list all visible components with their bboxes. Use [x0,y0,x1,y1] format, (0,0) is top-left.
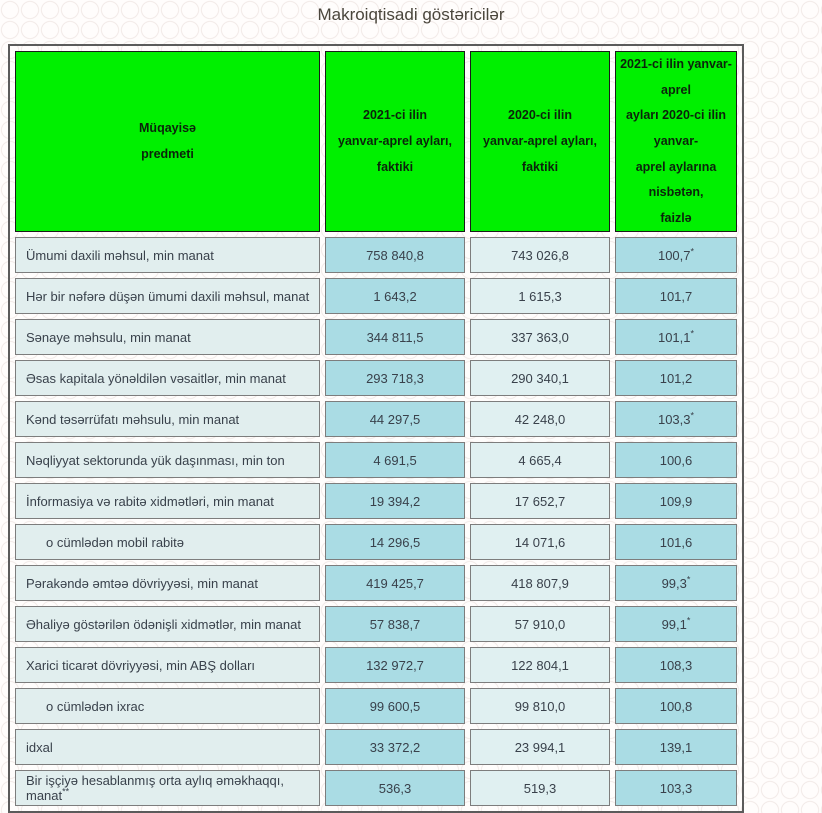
row-label: Hər bir nəfərə düşən ümumi daxili məhsul… [15,278,320,315]
table-row: Kənd təsərrüfatı məhsulu, min manat 44 29… [15,401,737,438]
table-row: idxal 33 372,2 23 994,1 139,1 [15,729,737,766]
table-row: İnformasiya və rabitə xidmətləri, min ma… [15,483,737,520]
footnote-marker: * [690,328,695,339]
value-2020: 1 615,3 [470,278,610,315]
value-2021: 1 643,2 [325,278,465,315]
table-body: Ümumi daxili məhsul, min manat 758 840,8 7… [15,237,737,807]
footnote-marker: * [690,246,695,257]
row-label: o cümlədən mobil rabitə [15,524,320,561]
row-label: o cümlədən ixrac [15,688,320,725]
table-row: o cümlədən mobil rabitə 14 296,5 14 071,6 1… [15,524,737,561]
table-header-row: Müqayisə predmeti 2021-ci ilin yanvar-apr… [15,51,737,233]
table-row: o cümlədən ixrac 99 600,5 99 810,0 100,8 [15,688,737,725]
row-label: Əsas kapitala yönəldilən vəsaitlər, min … [15,360,320,397]
row-label: Xarici ticarət dövriyyəsi, min ABŞ dolla… [15,647,320,684]
value-2020: 743 026,8 [470,237,610,274]
value-percent: 101,7 [615,278,737,315]
table-row: Pərakəndə əmtəə dövriyyəsi, min manat 419… [15,565,737,602]
value-percent: 103,3 [615,770,737,807]
table-row: Ümumi daxili məhsul, min manat 758 840,8 7… [15,237,737,274]
table-row: Sənaye məhsulu, min manat 344 811,5 337 36… [15,319,737,356]
value-2020: 4 665,4 [470,442,610,479]
value-2021: 44 297,5 [325,401,465,438]
row-label: Kənd təsərrüfatı məhsulu, min manat [15,401,320,438]
value-2021: 14 296,5 [325,524,465,561]
value-2020: 290 340,1 [470,360,610,397]
value-percent: 100,8 [615,688,737,725]
value-2021: 19 394,2 [325,483,465,520]
table-row: Əhaliyə göstərilən ödənişli xidmətlər, m… [15,606,737,643]
value-2021: 536,3 [325,770,465,807]
value-percent: 139,1 [615,729,737,766]
column-header-3: 2021-ci ilin yanvar-aprel ayları 2020-ci… [615,51,737,233]
macro-indicators-table: Müqayisə predmeti 2021-ci ilin yanvar-apr… [8,44,744,813]
value-2021: 419 425,7 [325,565,465,602]
value-2021: 758 840,8 [325,237,465,274]
row-label: Əhaliyə göstərilən ödənişli xidmətlər, m… [15,606,320,643]
value-2020: 337 363,0 [470,319,610,356]
table-row: Nəqliyyat sektorunda yük daşınması, min … [15,442,737,479]
page-title: Makroiqtisadi göstəricilər [317,5,505,24]
value-2020: 17 652,7 [470,483,610,520]
value-2020: 418 807,9 [470,565,610,602]
table-row: Bir işçiyə hesablanmış orta aylıq əməkha… [15,770,737,807]
value-2020: 99 810,0 [470,688,610,725]
footnote-marker: ** [62,787,70,798]
value-percent: 100,7* [615,237,737,274]
value-2021: 4 691,5 [325,442,465,479]
value-percent: 100,6 [615,442,737,479]
value-2020: 23 994,1 [470,729,610,766]
value-2021: 293 718,3 [325,360,465,397]
value-percent: 109,9 [615,483,737,520]
value-percent: 101,1* [615,319,737,356]
column-header-1: 2021-ci ilin yanvar-aprel ayları, faktik… [325,51,465,233]
table-row: Əsas kapitala yönəldilən vəsaitlər, min … [15,360,737,397]
column-header-2: 2020-ci ilin yanvar-aprel ayları, faktik… [470,51,610,233]
value-2020: 14 071,6 [470,524,610,561]
row-label: Nəqliyyat sektorunda yük daşınması, min … [15,442,320,479]
value-2020: 57 910,0 [470,606,610,643]
row-label: Pərakəndə əmtəə dövriyyəsi, min manat [15,565,320,602]
row-label: Sənaye məhsulu, min manat [15,319,320,356]
row-label: Bir işçiyə hesablanmış orta aylıq əməkha… [15,770,320,807]
value-percent: 101,2 [615,360,737,397]
table-row: Xarici ticarət dövriyyəsi, min ABŞ dolla… [15,647,737,684]
row-label: Ümumi daxili məhsul, min manat [15,237,320,274]
value-percent: 103,3* [615,401,737,438]
row-label: İnformasiya və rabitə xidmətləri, min ma… [15,483,320,520]
footnote-marker: * [686,574,691,585]
column-header-0: Müqayisə predmeti [15,51,320,233]
value-percent: 101,6 [615,524,737,561]
value-2020: 519,3 [470,770,610,807]
value-2021: 99 600,5 [325,688,465,725]
value-percent: 99,3* [615,565,737,602]
value-2020: 42 248,0 [470,401,610,438]
value-2021: 132 972,7 [325,647,465,684]
row-label: idxal [15,729,320,766]
value-2021: 33 372,2 [325,729,465,766]
footnote-marker: * [686,615,691,626]
value-2021: 57 838,7 [325,606,465,643]
value-2020: 122 804,1 [470,647,610,684]
value-2021: 344 811,5 [325,319,465,356]
footnote-marker: * [690,410,695,421]
value-percent: 108,3 [615,647,737,684]
table-row: Hər bir nəfərə düşən ümumi daxili məhsul… [15,278,737,315]
value-percent: 99,1* [615,606,737,643]
